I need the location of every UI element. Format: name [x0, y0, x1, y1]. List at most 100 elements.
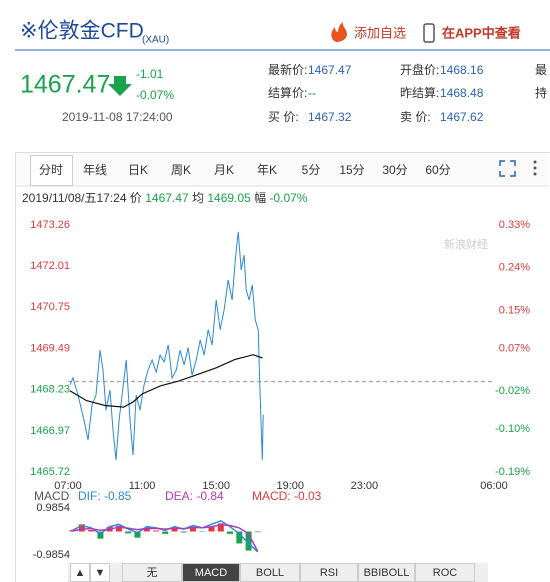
- info-label: 买 价:: [268, 110, 299, 124]
- status-line: 2019/11/08/五17:24 价 1467.47 均 1469.05 幅 …: [22, 190, 308, 205]
- macd-value: MACD: -0.03: [252, 489, 322, 503]
- main-chart: 1473.26 1472.01 1470.75 1469.49 1468.23 1466.…: [30, 219, 530, 492]
- y2-tick-label: -0.02%: [495, 385, 530, 397]
- y-tick-label: 1470.75: [30, 301, 70, 313]
- macd-bar: [180, 531, 187, 533]
- change-pct: -0.07%: [136, 88, 174, 102]
- status-avg: 1469.05: [207, 191, 251, 205]
- period-tab[interactable]: 30分: [382, 163, 407, 177]
- period-tab[interactable]: 周K: [171, 163, 191, 177]
- period-tab[interactable]: 15分: [339, 163, 364, 177]
- status-amp-label: 幅: [254, 190, 266, 205]
- macd-bar: [245, 531, 252, 551]
- y2-tick-label: -0.10%: [495, 423, 530, 435]
- code: (XAU): [142, 35, 169, 46]
- macd-dea: DEA: -0.84: [165, 489, 224, 503]
- info-label: 卖 价:: [400, 110, 431, 124]
- x-tick-label: 23:00: [351, 480, 379, 492]
- y-tick-label: 1466.97: [30, 425, 70, 437]
- macd-bar: [162, 531, 169, 534]
- y2-tick-label: 0.33%: [499, 219, 530, 231]
- period-tab[interactable]: 年线: [83, 163, 107, 177]
- macd-bar: [143, 527, 150, 532]
- indicator-tab[interactable]: MACD: [195, 567, 227, 579]
- info-label: 昨结算:: [400, 85, 439, 100]
- macd-bar: [152, 530, 159, 532]
- x-tick-label: 19:00: [276, 480, 304, 492]
- macd-bar: [97, 531, 104, 539]
- info-value: 1467.62: [440, 110, 484, 124]
- info-value: 1468.48: [440, 86, 484, 100]
- period-tab[interactable]: 月K: [214, 163, 234, 177]
- tabs: 分时 年线 日K 周K 月K 年K 5分 15分 30分 60分: [39, 163, 451, 177]
- status-time: 2019/11/08/五17:24: [22, 191, 127, 205]
- status-avg-label: 均: [192, 191, 204, 205]
- macd-bar: [217, 523, 224, 532]
- macd-bar: [236, 531, 243, 544]
- more-icon[interactable]: [533, 160, 537, 176]
- info-label: 持: [535, 85, 547, 100]
- info-label: 最新价:: [268, 62, 307, 77]
- y-tick-label: -0.9854: [33, 549, 70, 561]
- macd-bar: [88, 530, 95, 532]
- y-tick-label: 0.9854: [36, 502, 70, 514]
- fullscreen-icon[interactable]: [499, 160, 516, 177]
- y-tick-label: 1472.01: [30, 260, 70, 272]
- series-line: [69, 354, 263, 408]
- info-value: 1468.16: [440, 63, 484, 77]
- info-value: 1467.32: [308, 110, 352, 124]
- x-tick-label: 11:00: [129, 480, 156, 492]
- y-tick-label: 1468.23: [30, 384, 70, 396]
- fire-icon: [331, 22, 347, 42]
- indicator-tab[interactable]: RSI: [320, 567, 338, 579]
- info-value: 1467.47: [308, 63, 352, 77]
- macd-dif: DIF: -0.85: [78, 489, 132, 503]
- period-tab[interactable]: 分时: [39, 163, 63, 177]
- phone-icon: [423, 23, 435, 43]
- macd-bar: [125, 531, 132, 534]
- macd-line: [72, 524, 259, 552]
- y2-tick-label: 0.07%: [499, 342, 530, 354]
- y-tick-label: 1469.49: [30, 342, 70, 354]
- indicator-tab[interactable]: BOLL: [256, 567, 284, 579]
- macd-bar: [227, 531, 234, 534]
- add-watchlist[interactable]: 添加自选: [354, 25, 406, 40]
- info-label: 最: [535, 63, 547, 77]
- indicator-tab[interactable]: 无: [147, 567, 158, 579]
- macd-bar: [190, 527, 197, 532]
- info-value: --: [308, 86, 316, 100]
- macd-name: MACD: [34, 489, 70, 503]
- macd-bar: [254, 531, 261, 533]
- active-tab-box: [30, 155, 73, 186]
- open-app[interactable]: 在APP中查看: [442, 25, 521, 40]
- indicator-tab[interactable]: ROC: [433, 567, 458, 579]
- title: ※伦敦金CFD: [20, 20, 144, 43]
- x-tick-label: 15:00: [202, 480, 230, 492]
- indicator-tab[interactable]: ▼: [95, 567, 106, 579]
- status-amp: -0.07%: [269, 191, 307, 205]
- status-price-label: 价: [130, 191, 142, 205]
- price: 1467.47: [20, 71, 110, 99]
- series-line: [69, 231, 264, 460]
- quote-time: 2019-11-08 17:24:00: [62, 110, 173, 124]
- macd-bar: [78, 524, 85, 532]
- y-tick-label: 1473.26: [30, 219, 70, 231]
- chart-frame: [15, 152, 550, 582]
- period-tab[interactable]: 年K: [257, 163, 277, 177]
- macd-bar: [115, 525, 122, 532]
- info-label: 结算价:: [268, 85, 307, 100]
- period-tab[interactable]: 日K: [128, 163, 148, 177]
- period-tab[interactable]: 5分: [302, 163, 321, 177]
- x-tick-label: 06:00: [480, 480, 508, 492]
- indicator-tab[interactable]: ▲: [75, 567, 86, 579]
- y-tick-label: 1465.72: [30, 466, 70, 478]
- status-price: 1467.47: [145, 191, 189, 205]
- y2-tick-label: -0.19%: [495, 466, 530, 478]
- tab-bar: [16, 153, 549, 185]
- indicator-tab[interactable]: BBIBOLL: [364, 567, 410, 579]
- x-tick-label: 07:00: [54, 480, 82, 492]
- period-tab[interactable]: 60分: [425, 163, 450, 177]
- indicator-tabs: ▲ ▼ 无 MACD BOLL RSI BBIBOLL ROC: [70, 563, 475, 582]
